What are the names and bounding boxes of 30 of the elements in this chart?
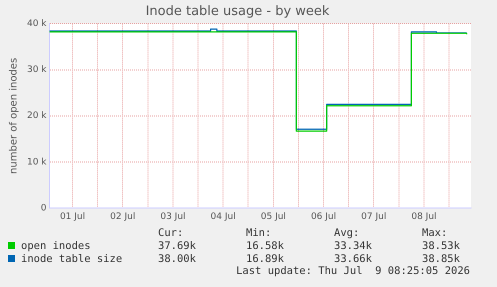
legend-label: inode table size xyxy=(20,252,124,265)
x-tick-label: 03 Jul xyxy=(160,212,186,222)
y-tick-label: 40 k xyxy=(26,18,48,29)
text: 33.34k xyxy=(334,239,373,252)
x-tick-label: 05 Jul xyxy=(260,212,286,222)
y-tick-label: 30 k xyxy=(26,65,48,76)
x-tick-label: 04 Jul xyxy=(210,212,236,222)
text: 37.69k xyxy=(158,239,197,252)
text: Last update: Thu Jul 9 08:25:05 2026 xyxy=(236,265,470,277)
text: Avg: xyxy=(334,226,360,239)
x-tick-label: 02 Jul xyxy=(110,212,136,222)
text: Max: xyxy=(422,226,448,239)
text: Cur: xyxy=(158,226,184,239)
text: 16.89k xyxy=(246,252,285,265)
chart-title: Inode table usage - by week xyxy=(146,4,330,20)
y-axis-title: number of open inodes xyxy=(8,58,20,174)
x-tick-label: 07 Jul xyxy=(361,212,386,222)
y-tick-label: 0 xyxy=(40,204,47,214)
text: 38.53k xyxy=(422,239,461,252)
text: Min: xyxy=(246,226,272,239)
text: 16.58k xyxy=(246,239,285,252)
y-tick-label: 10 k xyxy=(26,157,48,168)
y-tick-label: 20 k xyxy=(26,111,48,122)
x-tick-label: 08 Jul xyxy=(411,212,437,222)
x-tick-label: 06 Jul xyxy=(310,212,336,222)
legend-label: open inodes xyxy=(20,239,92,252)
text: 38.00k xyxy=(158,252,197,265)
x-tick-label: 01 Jul xyxy=(60,212,86,222)
text: 33.66k xyxy=(334,252,373,265)
text: 38.85k xyxy=(422,252,461,265)
